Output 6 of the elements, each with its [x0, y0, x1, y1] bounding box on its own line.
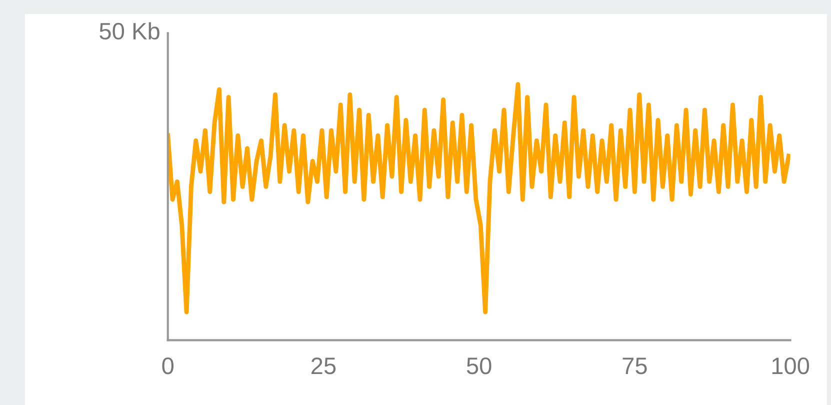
x-tick-label: 50: [466, 357, 492, 374]
x-tick-label: 75: [622, 358, 647, 374]
x-tick-label: 100: [772, 357, 810, 374]
x-tick-label: 25: [312, 357, 336, 374]
x-tick-label: 0: [162, 357, 174, 374]
y-axis-title: 50 Kb: [100, 22, 160, 40]
